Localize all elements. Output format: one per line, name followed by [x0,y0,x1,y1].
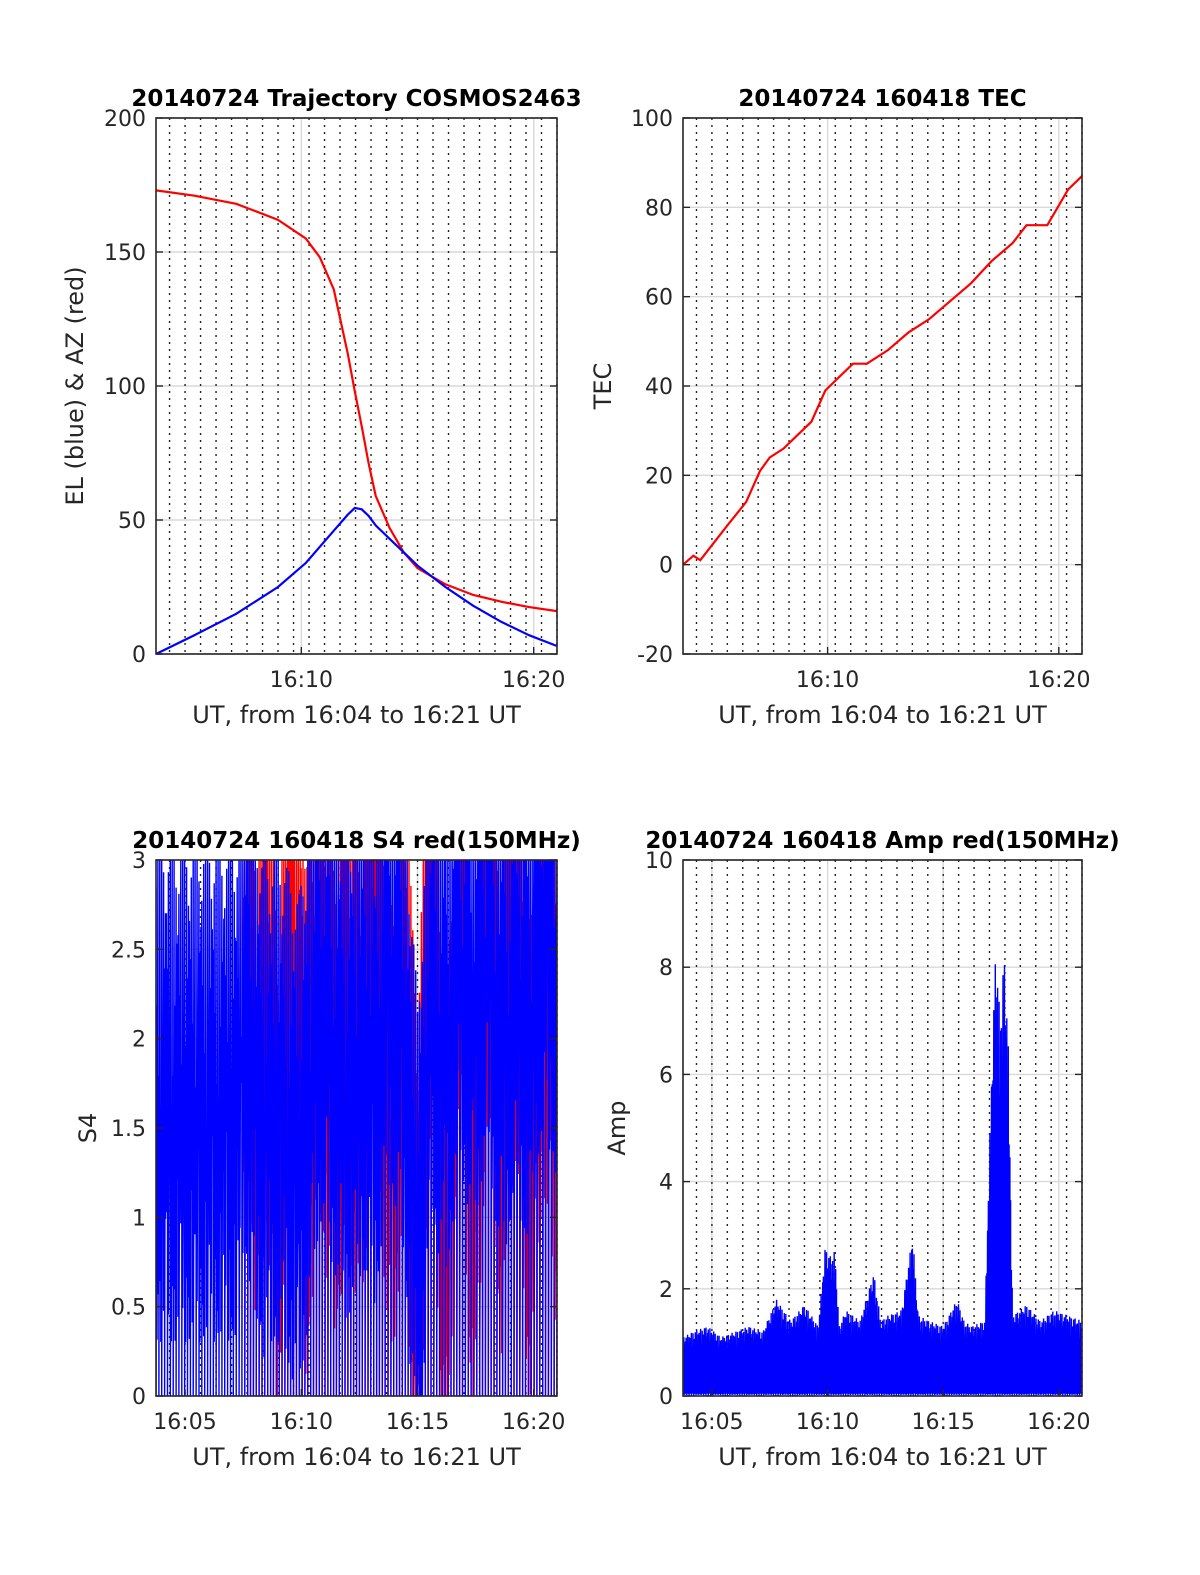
y-tick-label: 10 [645,849,673,874]
x-tick-label: 16:10 [796,668,859,693]
panel-amp: 0 2 4 6 8 10 16:05 16:10 16:15 16:20 20140724 1604… [603,828,1120,1471]
x-tick-label: 16:05 [153,1410,216,1435]
y-tick-label: 2 [132,1028,146,1053]
y-tick-label: 0 [659,554,673,579]
y-tick-label: 3 [132,849,146,874]
y-tick-label: 0 [132,1385,146,1410]
x-tick-label: 16:15 [386,1410,449,1435]
x-tick-label: 16:10 [270,668,333,693]
y-tick-label: 0 [659,1385,673,1410]
chart-title: 20140724 160418 Amp red(150MHz) [645,828,1119,854]
y-axis-label: TEC [589,363,617,411]
y-tick-label: 1.5 [111,1117,146,1142]
y-tick-label: 4 [659,1171,673,1196]
y-tick-label: 100 [104,375,146,400]
y-tick-label: -20 [637,643,673,668]
x-axis-label: UT, from 16:04 to 16:21 UT [718,701,1047,729]
x-tick-label: 16:10 [796,1410,859,1435]
trajectory-series-1-line [156,506,557,654]
x-axis-label: UT, from 16:04 to 16:21 UT [192,701,521,729]
y-tick-label: 40 [645,375,673,400]
y-tick-label: 100 [631,107,673,132]
x-tick-label: 16:20 [1027,668,1090,693]
panel-trajectory: 0 50 100 150 200 16:10 16:20 20140724 Trajector… [61,86,582,729]
s4-series-1-line [156,860,557,1396]
x-tick-label: 16:15 [912,1410,975,1435]
y-tick-label: 2 [659,1278,673,1303]
y-tick-label: 6 [659,1063,673,1088]
trajectory-series-0-line [156,189,557,613]
y-axis-label: S4 [74,1113,102,1144]
y-axis-label: EL (blue) & AZ (red) [61,266,89,505]
panel-s4: 0 0.5 1 1.5 2 2.5 3 16:05 16:10 16:15 16:20 2014072… [74,828,581,1471]
x-tick-label: 16:20 [502,668,565,693]
x-tick-label: 16:20 [502,1410,565,1435]
y-tick-label: 50 [118,509,146,534]
y-tick-label: 200 [104,107,146,132]
y-tick-label: 8 [659,956,673,981]
y-tick-label: 0 [132,643,146,668]
chart-title: 20140724 160418 S4 red(150MHz) [132,828,581,854]
x-tick-label: 16:10 [270,1410,333,1435]
x-axis-label: UT, from 16:04 to 16:21 UT [718,1443,1047,1471]
y-tick-label: 0.5 [111,1296,146,1321]
panel-tec: -20 0 20 40 60 80 100 16:10 16:20 20140724 160418… [589,86,1091,729]
y-tick-label: 20 [645,464,673,489]
amp-series-0-line [683,964,1082,1396]
chart-title: 20140724 160418 TEC [738,86,1026,112]
x-tick-label: 16:20 [1027,1410,1090,1435]
y-tick-label: 60 [645,286,673,311]
x-tick-label: 16:05 [680,1410,743,1435]
y-axis-label: Amp [603,1100,631,1155]
axes-frame [682,859,1083,1397]
y-tick-label: 2.5 [111,938,146,963]
x-axis-label: UT, from 16:04 to 16:21 UT [192,1443,521,1471]
y-tick-label: 1 [132,1206,146,1231]
tec-series-0-line [683,175,1082,566]
chart-title: 20140724 Trajectory COSMOS2463 [131,86,581,112]
y-tick-label: 80 [645,196,673,221]
y-tick-label: 150 [104,241,146,266]
